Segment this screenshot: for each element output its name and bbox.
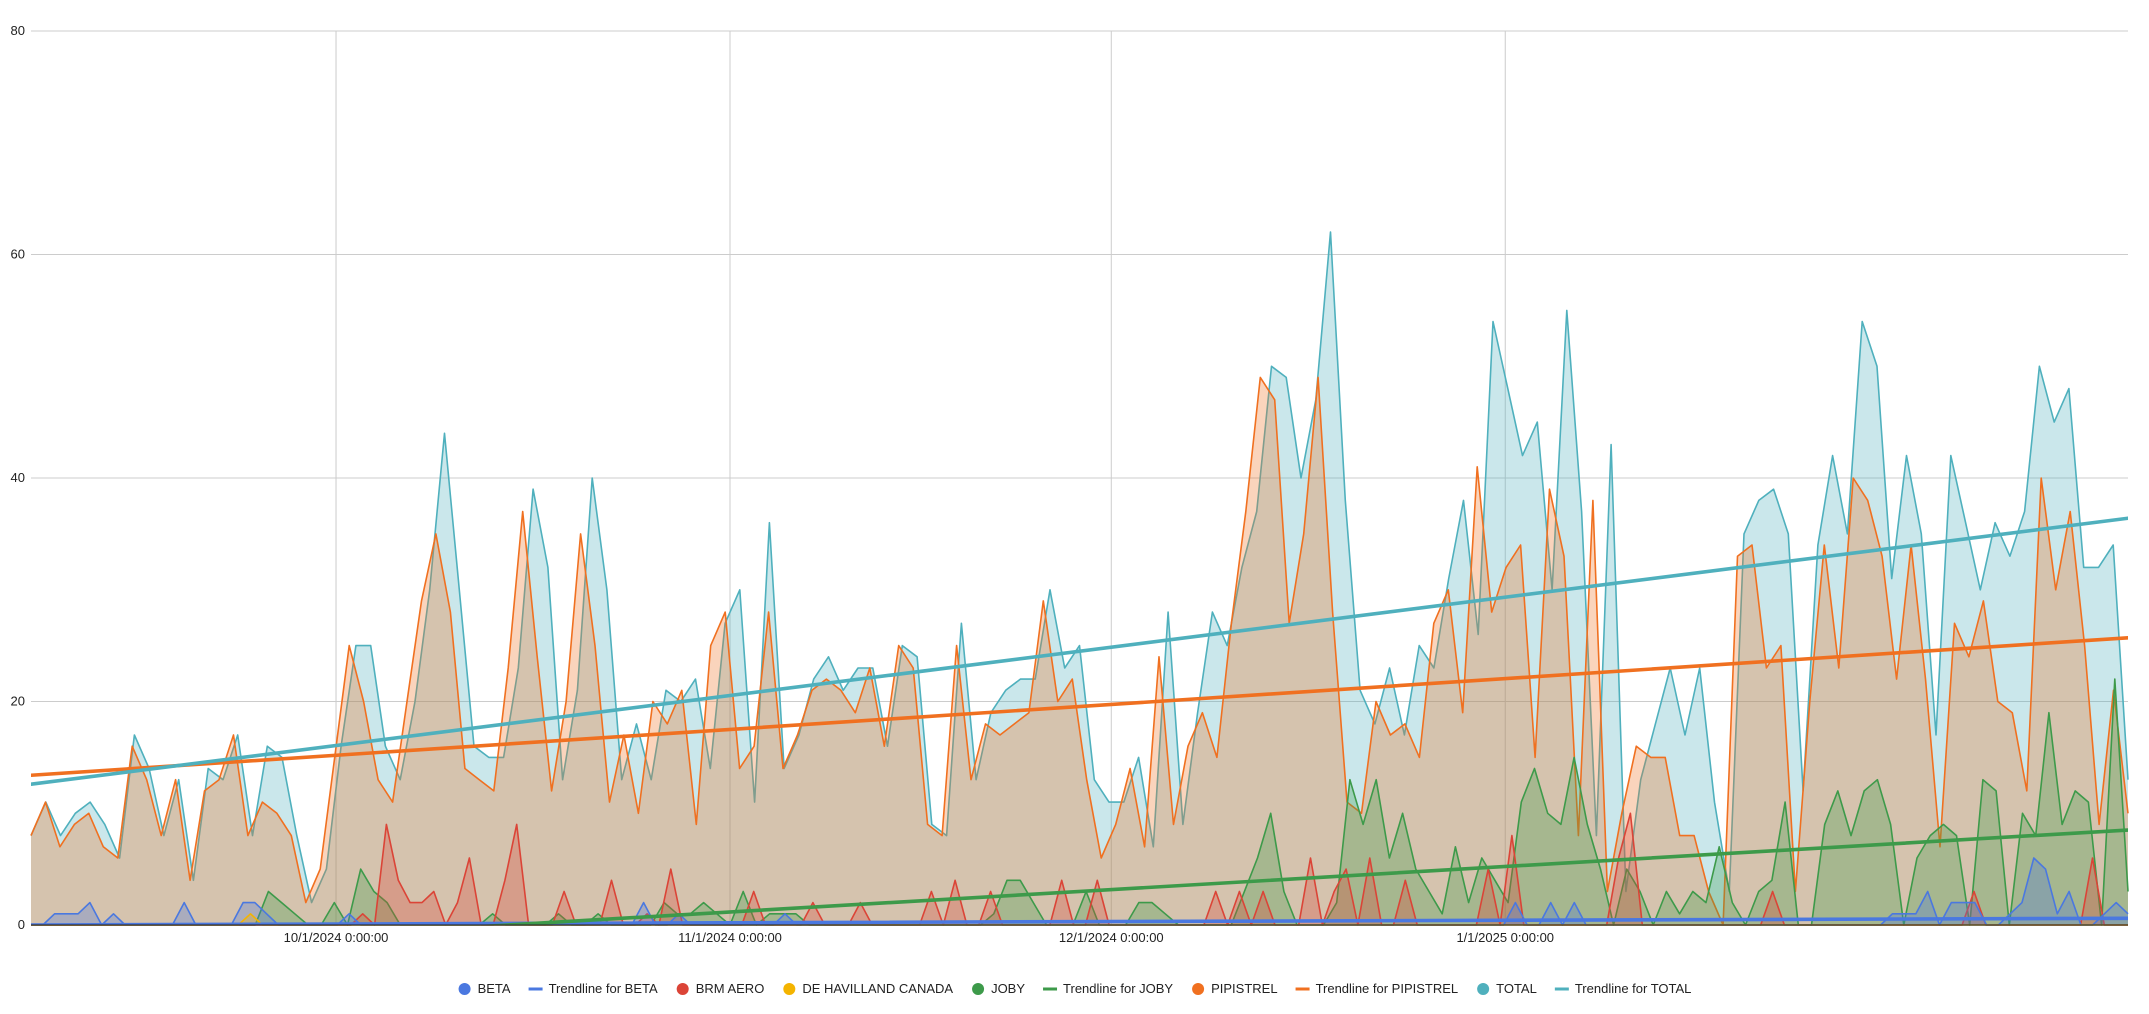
legend-label: JOBY (991, 981, 1025, 996)
y-tick-label: 40 (11, 470, 25, 485)
total-series-line (30, 231, 2129, 904)
series-areas (30, 231, 2129, 926)
legend-label: TOTAL (1496, 981, 1537, 996)
legend-swatch (1477, 983, 1490, 995)
legend-swatch (676, 983, 689, 995)
legend-label: Trendline for PIPISTREL (1316, 981, 1459, 996)
legend-label: BRM AERO (696, 981, 765, 996)
y-tick-label: 20 (11, 694, 25, 709)
x-tick-label: 10/1/2024 0:00:00 (284, 930, 389, 945)
legend-item-de-havilland-canada[interactable]: DE HAVILLAND CANADA (783, 981, 953, 996)
legend-item-trendline-for-total[interactable]: Trendline for TOTAL (1554, 981, 1692, 996)
joby-series-line (31, 678, 2129, 926)
axes: 0 20 40 60 80 10/1/2024 0:00:00 11/1/2024 0:00… (11, 23, 2128, 945)
x-tick-label: 11/1/2024 0:00:00 (678, 930, 782, 945)
legend-swatch (783, 983, 796, 995)
legend: BETA Trendline for BETA BRM AERO DE HAVILLA… (458, 981, 1692, 996)
legend-item-joby[interactable]: JOBY (972, 981, 1025, 996)
legend-label: PIPISTREL (1211, 981, 1277, 996)
total-area-fill (31, 232, 2128, 926)
legend-item-beta[interactable]: BETA (458, 981, 511, 996)
trendlines (31, 516, 2128, 925)
legend-label: DE HAVILLAND CANADA (802, 981, 953, 996)
legend-swatch (972, 983, 985, 995)
y-tick-label: 0 (18, 917, 25, 932)
legend-item-total[interactable]: TOTAL (1477, 981, 1537, 996)
y-tick-label: 80 (11, 23, 25, 38)
legend-label: BETA (478, 981, 511, 996)
gridlines (31, 30, 2128, 925)
joby-area-fill (31, 679, 2128, 925)
legend-label: Trendline for BETA (549, 981, 658, 996)
legend-item-trendline-for-pipistrel[interactable]: Trendline for PIPISTREL (1295, 981, 1459, 996)
legend-label: Trendline for JOBY (1063, 981, 1173, 996)
legend-item-brm-aero[interactable]: BRM AERO (676, 981, 765, 996)
trendline-for-pipistrel-line (31, 636, 2128, 778)
trendline-for-beta-line (31, 916, 2128, 925)
legend-label: Trendline for TOTAL (1575, 981, 1692, 996)
legend-item-trendline-for-beta[interactable]: Trendline for BETA (528, 981, 658, 996)
x-tick-label: 12/1/2024 0:00:00 (1059, 930, 1164, 945)
legend-swatch (1192, 983, 1205, 995)
pipistrel-series-line (30, 376, 2129, 926)
trendline-for-joby-line (476, 828, 2128, 925)
legend-item-pipistrel[interactable]: PIPISTREL (1192, 981, 1278, 996)
legend-item-trendline-for-joby[interactable]: Trendline for JOBY (1043, 981, 1173, 996)
x-tick-label: 1/1/2025 0:00:00 (1456, 930, 1554, 945)
y-tick-label: 60 (11, 247, 25, 262)
pipistrel-area-fill (31, 377, 2128, 925)
legend-swatch (458, 983, 471, 995)
trendline-for-total-line (31, 516, 2128, 786)
